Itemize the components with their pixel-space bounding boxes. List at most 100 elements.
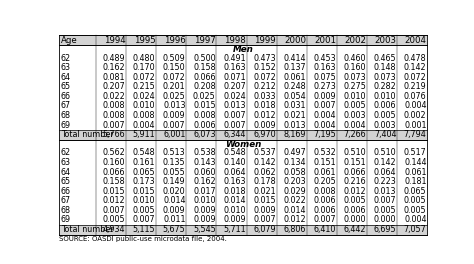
Text: 0.497: 0.497 <box>283 148 306 157</box>
Text: 0.012: 0.012 <box>344 187 366 196</box>
Text: 68: 68 <box>61 111 71 120</box>
Text: 0.216: 0.216 <box>344 177 366 186</box>
Text: 0.509: 0.509 <box>163 54 186 63</box>
Text: 7,266: 7,266 <box>344 130 366 139</box>
Text: 0.140: 0.140 <box>223 158 246 167</box>
Text: 0.006: 0.006 <box>374 101 396 110</box>
Text: 0.009: 0.009 <box>193 215 216 224</box>
Text: 0.065: 0.065 <box>133 168 155 177</box>
Text: 1996: 1996 <box>164 36 186 45</box>
Text: 0.010: 0.010 <box>133 196 155 205</box>
Text: 0.014: 0.014 <box>163 196 186 205</box>
Text: 0.004: 0.004 <box>314 121 336 130</box>
Text: 0.007: 0.007 <box>314 101 336 110</box>
Text: 0.208: 0.208 <box>193 82 216 91</box>
Text: 0.000: 0.000 <box>344 215 366 224</box>
Text: 0.014: 0.014 <box>223 196 246 205</box>
Text: 6,073: 6,073 <box>193 130 216 139</box>
Text: 0.031: 0.031 <box>283 101 306 110</box>
Text: 0.160: 0.160 <box>344 63 366 72</box>
Text: 0.012: 0.012 <box>103 196 125 205</box>
Text: 0.017: 0.017 <box>193 187 216 196</box>
Text: 7,794: 7,794 <box>404 130 427 139</box>
Text: 0.532: 0.532 <box>313 148 336 157</box>
Text: 0.538: 0.538 <box>193 148 216 157</box>
Text: Age: Age <box>61 36 77 45</box>
Text: 0.151: 0.151 <box>344 158 366 167</box>
Text: 0.021: 0.021 <box>283 111 306 120</box>
Text: Total number: Total number <box>61 225 113 234</box>
Text: 0.163: 0.163 <box>314 63 336 72</box>
Text: 0.025: 0.025 <box>163 92 186 101</box>
Text: 6,806: 6,806 <box>284 225 306 234</box>
Text: 2000: 2000 <box>284 36 306 45</box>
Text: 62: 62 <box>61 148 71 157</box>
Text: 0.004: 0.004 <box>314 111 336 120</box>
Text: 0.012: 0.012 <box>254 111 276 120</box>
Text: 65: 65 <box>61 177 71 186</box>
Text: 0.489: 0.489 <box>103 54 125 63</box>
Text: 0.006: 0.006 <box>314 206 336 215</box>
Text: 0.076: 0.076 <box>404 92 427 101</box>
Text: 0.548: 0.548 <box>133 148 155 157</box>
Text: 0.008: 0.008 <box>133 111 155 120</box>
Text: 0.170: 0.170 <box>133 63 155 72</box>
Text: Men: Men <box>233 45 254 54</box>
Text: 1999: 1999 <box>255 36 276 45</box>
Text: 66: 66 <box>61 187 71 196</box>
Text: 0.562: 0.562 <box>103 148 125 157</box>
Text: 0.248: 0.248 <box>283 82 306 91</box>
Text: Total number: Total number <box>61 130 113 139</box>
Text: SOURCE: OASDI public-use microdata file, 2004.: SOURCE: OASDI public-use microdata file,… <box>59 236 227 242</box>
Text: 0.150: 0.150 <box>163 63 186 72</box>
Text: 0.007: 0.007 <box>223 111 246 120</box>
Text: 0.015: 0.015 <box>254 196 276 205</box>
Text: 0.065: 0.065 <box>404 187 427 196</box>
Text: 0.500: 0.500 <box>193 54 216 63</box>
Text: 0.009: 0.009 <box>193 206 216 215</box>
Text: 0.134: 0.134 <box>283 158 306 167</box>
Text: 1997: 1997 <box>194 36 216 45</box>
Text: 0.013: 0.013 <box>163 101 186 110</box>
Text: 0.007: 0.007 <box>314 215 336 224</box>
Text: 0.142: 0.142 <box>404 63 427 72</box>
Text: 6,695: 6,695 <box>374 225 396 234</box>
Text: 69: 69 <box>61 215 71 224</box>
Text: 63: 63 <box>61 63 71 72</box>
Text: 0.001: 0.001 <box>404 121 427 130</box>
Text: 0.062: 0.062 <box>254 168 276 177</box>
Text: 0.022: 0.022 <box>283 196 306 205</box>
Text: 0.160: 0.160 <box>103 158 125 167</box>
Text: 0.003: 0.003 <box>344 111 366 120</box>
Text: 0.162: 0.162 <box>193 177 216 186</box>
Text: 0.163: 0.163 <box>223 63 246 72</box>
Text: 5,675: 5,675 <box>163 225 186 234</box>
Text: 0.054: 0.054 <box>283 92 306 101</box>
Text: 2001: 2001 <box>314 36 336 45</box>
Text: 0.161: 0.161 <box>133 158 155 167</box>
Text: 0.282: 0.282 <box>374 82 396 91</box>
Text: 0.009: 0.009 <box>163 111 186 120</box>
Text: 0.163: 0.163 <box>223 177 246 186</box>
Text: 0.072: 0.072 <box>163 73 186 82</box>
Text: 0.025: 0.025 <box>193 92 216 101</box>
Text: 0.215: 0.215 <box>133 82 155 91</box>
Text: 66: 66 <box>61 92 71 101</box>
Text: 2003: 2003 <box>374 36 396 45</box>
Text: 2002: 2002 <box>344 36 366 45</box>
Bar <box>59 225 428 235</box>
Text: 0.075: 0.075 <box>313 73 336 82</box>
Text: 0.008: 0.008 <box>193 111 216 120</box>
Text: 0.007: 0.007 <box>103 206 125 215</box>
Text: 0.004: 0.004 <box>133 121 155 130</box>
Text: 1994: 1994 <box>104 36 125 45</box>
Text: 5,911: 5,911 <box>133 130 155 139</box>
Text: 0.510: 0.510 <box>344 148 366 157</box>
Text: 0.005: 0.005 <box>344 101 366 110</box>
Text: 0.273: 0.273 <box>313 82 336 91</box>
Text: 0.517: 0.517 <box>404 148 427 157</box>
Text: 0.021: 0.021 <box>254 187 276 196</box>
Text: 0.275: 0.275 <box>344 82 366 91</box>
Bar <box>59 35 428 45</box>
Text: 0.203: 0.203 <box>283 177 306 186</box>
